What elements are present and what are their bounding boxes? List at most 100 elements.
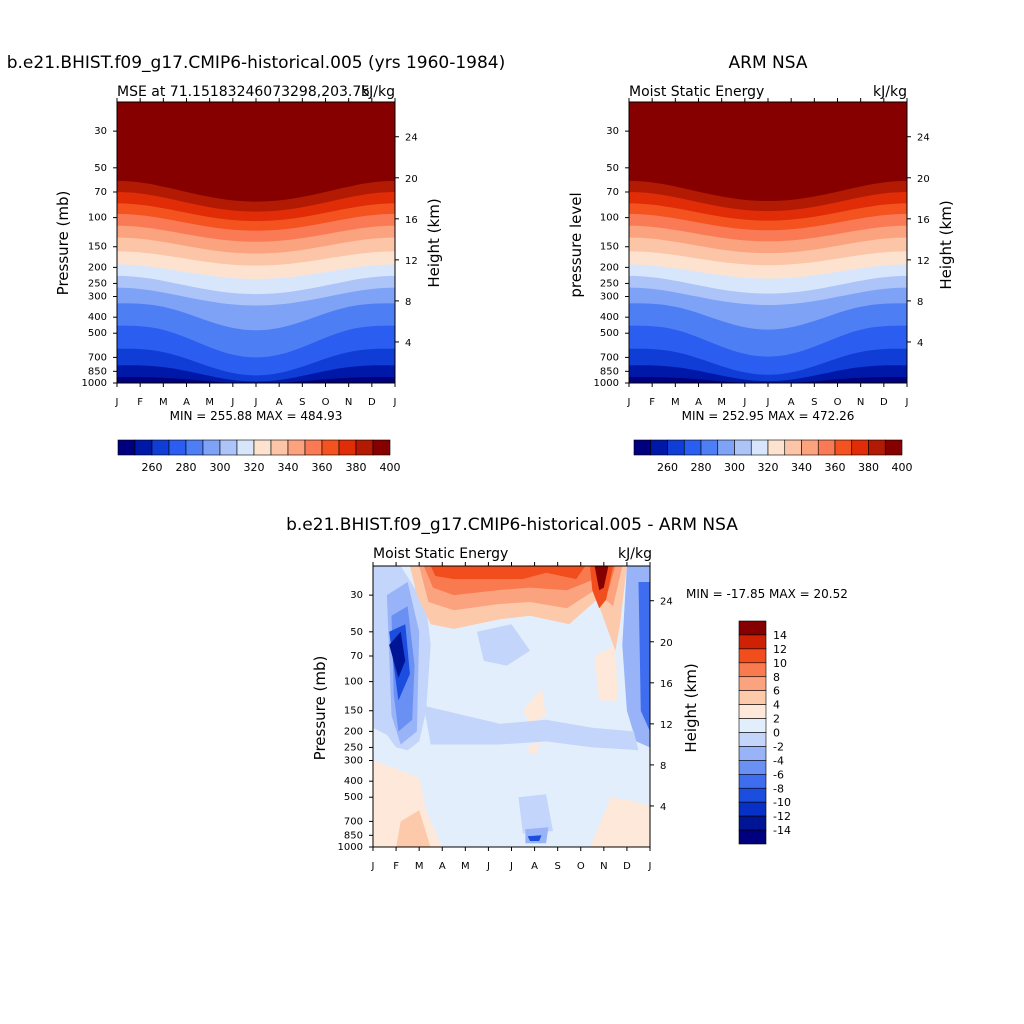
y-tick-label: 500 <box>88 328 107 339</box>
left-string: MSE at 71.15183246073298,203.75 <box>117 84 370 100</box>
contour-band <box>373 760 442 847</box>
x-tick-label: D <box>880 397 888 408</box>
contour-bands <box>629 102 907 383</box>
colorbar-swatch <box>817 439 836 456</box>
colorbar-label: 400 <box>892 461 913 474</box>
colorbar-swatch <box>304 439 323 456</box>
colorbar-swatch <box>134 439 153 456</box>
contour-band <box>638 582 650 732</box>
colorbar-label: 280 <box>176 461 197 474</box>
y-tick-label: 50 <box>350 627 363 638</box>
contour-band <box>594 644 618 701</box>
colorbar-swatch <box>738 718 767 733</box>
colorbar-label: 0 <box>773 727 780 740</box>
colorbar-swatch <box>738 801 767 817</box>
y-axis-right: 24 20 16 12 8 4 <box>907 133 930 349</box>
y2-axis-label: Height (km) <box>682 663 700 752</box>
x-tick-label: D <box>623 861 631 872</box>
colorbar-swatch <box>738 787 767 803</box>
y-axis-label: Pressure (mb) <box>54 191 72 296</box>
colorbar-label: 380 <box>346 461 367 474</box>
colorbar-swatch <box>738 676 767 691</box>
colorbar-swatch <box>884 439 903 456</box>
colorbar-label: -10 <box>773 796 791 809</box>
colorbar-swatch <box>738 732 767 747</box>
contour-band <box>430 566 586 580</box>
contour-band <box>527 835 542 841</box>
colorbar-label: 2 <box>773 713 780 726</box>
y-tick-label: 200 <box>344 726 363 737</box>
colorbar-label: 300 <box>724 461 745 474</box>
min-max-label: MIN = 255.88 MAX = 484.93 <box>170 409 343 423</box>
colorbar-swatch <box>868 439 886 456</box>
y-tick-label: 150 <box>344 706 363 717</box>
min-max-label: MIN = 252.95 MAX = 472.26 <box>682 409 855 423</box>
contour-band <box>117 377 395 383</box>
colorbar-swatch <box>355 439 374 456</box>
y-tick-label: 250 <box>344 742 363 753</box>
x-tick-label: J <box>393 397 397 408</box>
y-axis-label: pressure level <box>567 192 585 297</box>
colorbar-label: 360 <box>312 461 333 474</box>
y-tick-label: 1000 <box>82 378 107 389</box>
y2-axis-label: Height (km) <box>425 198 443 287</box>
colorbar-swatch <box>767 439 786 456</box>
panel-title: b.e21.BHIST.f09_g17.CMIP6-historical.005… <box>7 53 506 73</box>
y-tick-label: 700 <box>344 816 363 827</box>
contour-band <box>518 794 553 834</box>
x-tick-label: J <box>766 397 770 408</box>
panel-title: b.e21.BHIST.f09_g17.CMIP6-historical.005… <box>286 515 738 535</box>
y-axis-right: 24 20 16 12 8 4 <box>650 597 673 813</box>
colorbar-label: -14 <box>773 824 791 837</box>
y2-tick-label: 4 <box>405 338 411 349</box>
colorbar-label: 340 <box>791 461 812 474</box>
contour-bands <box>117 102 395 383</box>
x-tick-label: O <box>577 861 585 872</box>
y-tick-label: 200 <box>600 262 619 273</box>
colorbar-swatch <box>717 439 735 456</box>
x-tick-label: O <box>322 397 330 408</box>
contour-band <box>590 797 650 847</box>
contour-band <box>396 810 431 847</box>
y-tick-label: 850 <box>88 366 107 377</box>
y-tick-label: 250 <box>600 278 619 289</box>
x-tick-label: J <box>627 397 631 408</box>
y-tick-label: 100 <box>88 213 107 224</box>
x-tick-label: N <box>345 397 352 408</box>
y2-tick-label: 24 <box>917 133 930 144</box>
panel-title: ARM NSA <box>729 53 808 73</box>
x-tick-label: A <box>439 861 446 872</box>
y2-tick-label: 16 <box>917 215 930 226</box>
colorbar-swatch <box>801 439 819 456</box>
colorbar-swatch <box>117 439 136 456</box>
colorbar-label: 300 <box>210 461 231 474</box>
colorbar: 260 280 300 320 340 360 380 400 <box>633 439 913 474</box>
colorbar-swatch <box>738 815 767 831</box>
contour-band <box>527 741 540 753</box>
right-string: kJ/kg <box>361 84 395 100</box>
x-tick-label: J <box>905 397 909 408</box>
y-tick-label: 150 <box>88 242 107 253</box>
y2-tick-label: 8 <box>660 761 666 772</box>
y-tick-label: 50 <box>606 163 619 174</box>
colorbar-swatch <box>700 439 719 456</box>
colorbar-swatch <box>270 439 289 456</box>
x-tick-label: J <box>230 397 234 408</box>
colorbar-label: 14 <box>773 629 787 642</box>
x-tick-label: M <box>205 397 214 408</box>
y-tick-label: 200 <box>88 262 107 273</box>
colorbar-label: -6 <box>773 768 784 781</box>
x-tick-label: J <box>254 397 258 408</box>
y-tick-label: 400 <box>88 312 107 323</box>
colorbar-label: 320 <box>244 461 265 474</box>
x-tick-label: N <box>600 861 607 872</box>
colorbar-swatch <box>738 829 767 845</box>
colorbar-swatch <box>372 439 391 456</box>
colorbar-swatch <box>834 439 853 456</box>
colorbar-label: 280 <box>691 461 712 474</box>
